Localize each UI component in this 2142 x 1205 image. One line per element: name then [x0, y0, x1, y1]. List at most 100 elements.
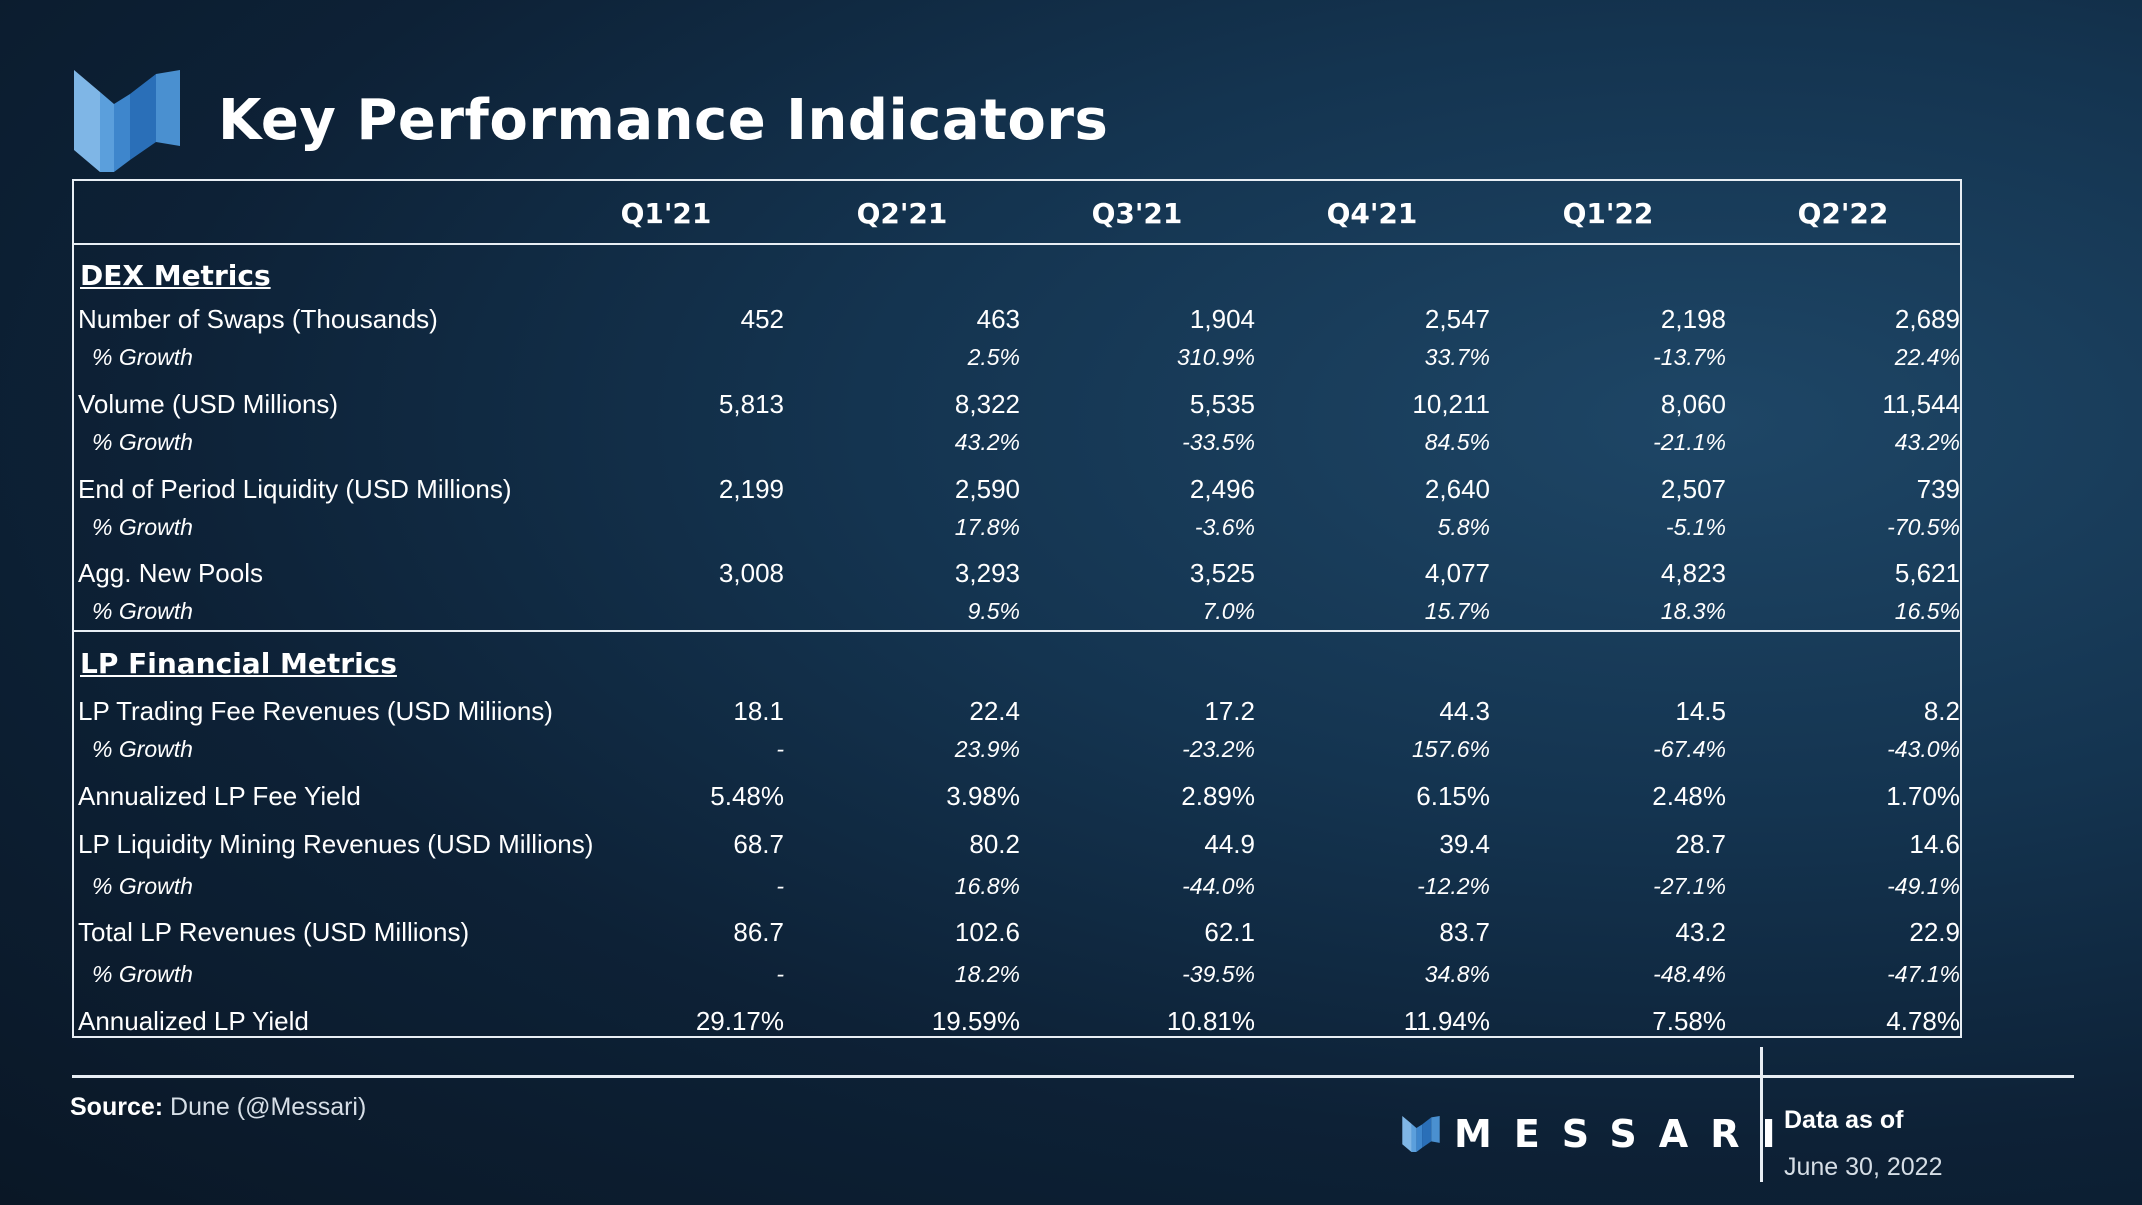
growth-row: % Growth - 16.8% -44.0% -12.2% -27.1% -49.1%: [74, 873, 1960, 909]
value-cell: 1,904: [1189, 304, 1255, 334]
metric-row: LP Trading Fee Revenues (USD Miliions) 18…: [74, 696, 1960, 732]
section-heading: LP Financial Metrics: [80, 647, 397, 680]
value-cell: 310.9%: [1176, 344, 1255, 370]
column-header: Q2'22: [1797, 197, 1889, 230]
value-cell: 43.2%: [1894, 429, 1960, 455]
value-cell: 28.7: [1675, 829, 1726, 859]
value-cell: 9.5%: [967, 598, 1020, 624]
value-cell: 19.59%: [931, 1006, 1020, 1036]
value-cell: 2.89%: [1181, 781, 1255, 811]
value-cell: 44.9: [1204, 829, 1255, 859]
column-header: Q3'21: [1091, 197, 1183, 230]
value-cell: 16.5%: [1894, 598, 1960, 624]
value-cell: -23.2%: [1182, 736, 1255, 762]
value-cell: 2,496: [1189, 474, 1255, 504]
metric-row: LP Liquidity Mining Revenues (USD Millio…: [74, 829, 1960, 865]
metric-label: End of Period Liquidity (USD Millions): [78, 474, 512, 504]
metric-row: Agg. New Pools 3,008 3,293 3,525 4,077 4,823 5…: [74, 558, 1960, 594]
value-cell: 23.9%: [954, 736, 1020, 762]
value-cell: 80.2: [969, 829, 1020, 859]
value-cell: 43.2: [1675, 917, 1726, 947]
value-cell: 3,293: [954, 558, 1020, 588]
growth-label: % Growth: [92, 598, 193, 624]
metric-label: Total LP Revenues (USD Millions): [78, 917, 470, 947]
growth-row: % Growth - 23.9% -23.2% 157.6% -67.4% -43.0%: [74, 736, 1960, 772]
value-cell: 84.5%: [1424, 429, 1490, 455]
value-cell: 8.2: [1923, 696, 1960, 726]
growth-label: % Growth: [92, 961, 193, 987]
growth-row: % Growth 9.5% 7.0% 15.7% 18.3% 16.5%: [74, 598, 1960, 634]
brand-wordmark: MESSARI: [1454, 1112, 1798, 1156]
metric-label: LP Trading Fee Revenues (USD Miliions): [78, 696, 553, 726]
value-cell: 11,544: [1882, 389, 1960, 419]
value-cell: -49.1%: [1887, 873, 1960, 899]
value-cell: 2.5%: [967, 344, 1020, 370]
value-cell: 2,590: [954, 474, 1020, 504]
metric-label: Annualized LP Yield: [78, 1006, 309, 1036]
value-cell: 2.48%: [1652, 781, 1726, 811]
value-cell: 18.3%: [1660, 598, 1726, 624]
value-cell: 5.8%: [1437, 514, 1490, 540]
value-cell: -13.7%: [1653, 344, 1726, 370]
value-cell: 2,689: [1894, 304, 1960, 334]
header-divider: [74, 243, 1960, 245]
column-header: Q1'21: [620, 197, 712, 230]
growth-label: % Growth: [92, 429, 193, 455]
value-cell: 86.7: [733, 917, 784, 947]
value-cell: 68.7: [733, 829, 784, 859]
value-cell: 6.15%: [1416, 781, 1490, 811]
metric-row: Annualized LP Fee Yield 5.48% 3.98% 2.89% 6.…: [74, 781, 1960, 817]
metric-row: End of Period Liquidity (USD Millions) 2,…: [74, 474, 1960, 510]
value-cell: 14.5: [1675, 696, 1726, 726]
value-cell: 739: [1916, 474, 1960, 504]
column-header: Q4'21: [1326, 197, 1418, 230]
value-cell: 17.8%: [954, 514, 1020, 540]
value-cell: 5.48%: [710, 781, 784, 811]
value-cell: -: [776, 736, 784, 762]
value-cell: 22.9: [1909, 917, 1960, 947]
value-cell: 44.3: [1439, 696, 1490, 726]
metric-label: Agg. New Pools: [78, 558, 263, 588]
data-as-of-label: Data as of: [1784, 1106, 1904, 1134]
brand-mark: MESSARI: [1402, 1112, 1798, 1156]
growth-label: % Growth: [92, 873, 193, 899]
value-cell: 3,008: [718, 558, 784, 588]
metric-label: Number of Swaps (Thousands): [78, 304, 438, 334]
value-cell: -67.4%: [1653, 736, 1726, 762]
value-cell: 2,640: [1424, 474, 1490, 504]
metric-label: Annualized LP Fee Yield: [78, 781, 361, 811]
value-cell: 5,535: [1189, 389, 1255, 419]
value-cell: 4.78%: [1886, 1006, 1960, 1036]
value-cell: 34.8%: [1424, 961, 1490, 987]
value-cell: 452: [740, 304, 784, 334]
metric-label: Volume (USD Millions): [78, 389, 339, 419]
value-cell: -: [776, 873, 784, 899]
value-cell: -48.4%: [1653, 961, 1726, 987]
footer-vertical-divider: [1760, 1047, 1763, 1182]
value-cell: 157.6%: [1411, 736, 1490, 762]
value-cell: 18.2%: [954, 961, 1020, 987]
value-cell: 15.7%: [1424, 598, 1490, 624]
value-cell: -: [776, 961, 784, 987]
value-cell: 4,077: [1424, 558, 1490, 588]
value-cell: 8,322: [954, 389, 1020, 419]
section-divider: [74, 630, 1960, 632]
value-cell: 463: [976, 304, 1020, 334]
value-cell: 2,547: [1424, 304, 1490, 334]
value-cell: 22.4%: [1894, 344, 1960, 370]
growth-label: % Growth: [92, 736, 193, 762]
value-cell: 1.70%: [1886, 781, 1960, 811]
growth-row: % Growth 43.2% -33.5% 84.5% -21.1% 43.2%: [74, 429, 1960, 465]
column-header: Q1'22: [1562, 197, 1654, 230]
value-cell: 2,198: [1660, 304, 1726, 334]
value-cell: 4,823: [1660, 558, 1726, 588]
growth-row: % Growth 17.8% -3.6% 5.8% -5.1% -70.5%: [74, 514, 1960, 550]
value-cell: -43.0%: [1887, 736, 1960, 762]
value-cell: -12.2%: [1417, 873, 1490, 899]
value-cell: -39.5%: [1182, 961, 1255, 987]
value-cell: -27.1%: [1653, 873, 1726, 899]
metric-label: LP Liquidity Mining Revenues (USD Millio…: [78, 829, 594, 859]
value-cell: -3.6%: [1194, 514, 1255, 540]
value-cell: -21.1%: [1653, 429, 1726, 455]
growth-row: % Growth 2.5% 310.9% 33.7% -13.7% 22.4%: [74, 344, 1960, 380]
